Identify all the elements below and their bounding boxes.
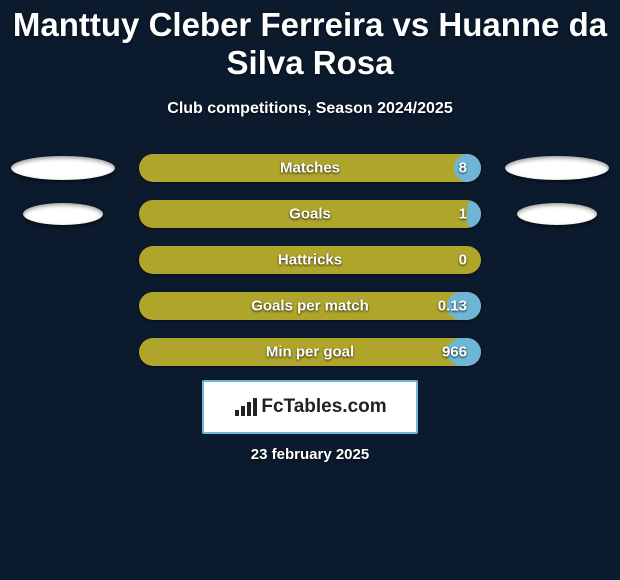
stat-bar: Goals 1 [139, 200, 481, 228]
stat-value: 8 [459, 159, 467, 176]
fctables-logo: FcTables.com [202, 380, 418, 434]
stat-value: 0 [459, 251, 467, 268]
stat-row: Hattricks 0 [0, 246, 620, 274]
stat-row: Matches 8 [0, 154, 620, 182]
footer-date: 23 february 2025 [251, 446, 369, 463]
stat-bar: Min per goal 966 [139, 338, 481, 366]
stat-label: Min per goal [266, 343, 354, 360]
season-subtitle: Club competitions, Season 2024/2025 [167, 100, 452, 118]
stat-value: 966 [442, 343, 467, 360]
comparison-card: Manttuy Cleber Ferreira vs Huanne da Sil… [0, 0, 620, 580]
stat-row: Min per goal 966 [0, 338, 620, 366]
stat-label: Goals per match [251, 297, 369, 314]
stat-value: 1 [459, 205, 467, 222]
stat-row: Goals per match 0.13 [0, 292, 620, 320]
right-ellipse-1 [517, 203, 597, 225]
left-ellipse-0 [11, 156, 115, 180]
left-ellipse-1 [23, 203, 103, 225]
stat-bar: Goals per match 0.13 [139, 292, 481, 320]
stat-label: Hattricks [278, 251, 342, 268]
bar-chart-icon [233, 396, 259, 418]
stats-block: Matches 8 Goals 1 Hattricks 0 [0, 154, 620, 366]
logo-text: FcTables.com [261, 396, 386, 418]
stat-value: 0.13 [438, 297, 467, 314]
stat-bar-fill [467, 200, 481, 228]
stat-row: Goals 1 [0, 200, 620, 228]
stat-label: Matches [280, 159, 340, 176]
page-title: Manttuy Cleber Ferreira vs Huanne da Sil… [0, 6, 620, 82]
stat-bar: Hattricks 0 [139, 246, 481, 274]
stat-label: Goals [289, 205, 331, 222]
stat-bar: Matches 8 [139, 154, 481, 182]
right-ellipse-0 [505, 156, 609, 180]
